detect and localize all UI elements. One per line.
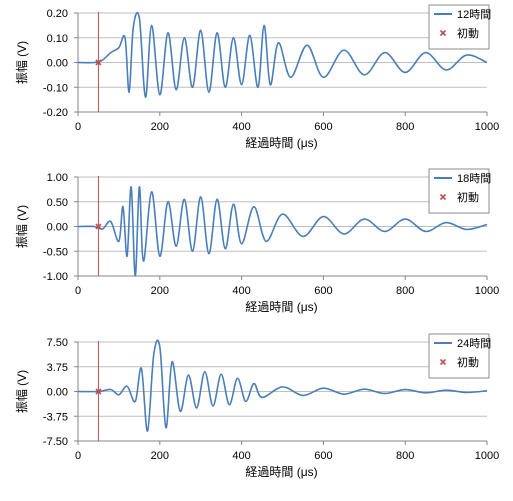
chart-1-ytick-label: 0.20 <box>47 8 68 20</box>
chart-2-ytick-label: 1.00 <box>47 172 68 184</box>
chart-1-x-axis-title: 経過時間 (μs) <box>245 136 317 150</box>
chart-1-xtick-label: 600 <box>314 121 332 133</box>
chart-2-ytick-label: -1.00 <box>43 271 68 283</box>
chart-2-x-axis-title: 経過時間 (μs) <box>245 300 317 314</box>
chart-1-series-line <box>77 11 488 98</box>
chart-3-xtick-label: 600 <box>314 450 332 462</box>
chart-1-legend-marker-swatch <box>439 29 447 37</box>
chart-1-ytick-label: -0.20 <box>43 107 68 119</box>
chart-3-xtick-label: 0 <box>75 450 81 462</box>
chart-2-y-axis-title: 振幅 (V) <box>14 205 29 248</box>
chart-1-xtick-label: 0 <box>75 121 81 133</box>
chart-2-xtick-label: 600 <box>314 285 332 297</box>
chart-1-y-axis-title: 振幅 (V) <box>14 41 29 84</box>
chart-2-legend-marker-swatch <box>439 193 447 201</box>
chart-3-onset-marker <box>95 388 102 395</box>
chart-3-xtick-label: 1000 <box>475 450 499 462</box>
chart-2-xtick-label: 1000 <box>475 285 499 297</box>
chart-3-legend-label: 初動 <box>457 355 479 369</box>
chart-3-legend-marker-swatch <box>439 358 447 366</box>
chart-1-ytick-label: -0.10 <box>43 82 68 94</box>
chart-1-ytick-label: 0.10 <box>47 33 68 45</box>
chart-3-legend-label: 24時間 <box>457 337 491 350</box>
chart-3-legend <box>428 333 490 379</box>
chart-2-ytick-label: 0.50 <box>47 197 68 209</box>
chart-3-y-axis-title: 振幅 (V) <box>14 370 29 413</box>
chart-2-legend-label: 18時間 <box>457 172 491 185</box>
chart-2-ytick-label: -0.50 <box>43 246 68 258</box>
chart-1-onset-marker <box>95 59 102 66</box>
chart-3-ytick-label: 7.50 <box>47 337 68 349</box>
chart-3-series-line <box>77 339 488 432</box>
chart-3-ytick-label: -7.50 <box>43 436 68 448</box>
chart-2-xtick-label: 200 <box>151 285 169 297</box>
chart-2-legend-label: 初動 <box>457 190 479 204</box>
chart-3-xtick-label: 400 <box>232 450 250 462</box>
chart-3-x-axis-title: 経過時間 (μs) <box>245 465 317 479</box>
chart-1-xtick-label: 400 <box>232 121 250 133</box>
chart-2-xtick-label: 400 <box>232 285 250 297</box>
chart-1-legend-label: 12時間 <box>457 8 491 21</box>
chart-1-legend-label: 初動 <box>457 26 479 40</box>
chart-2-ytick-label: 0.00 <box>47 222 68 234</box>
chart-3-ytick-label: 3.75 <box>47 362 68 374</box>
chart-2-onset-marker <box>95 223 102 230</box>
chart-1-xtick-label: 200 <box>151 121 169 133</box>
chart-3-ytick-label: 0.00 <box>47 387 68 399</box>
chart-3-ytick-label: -3.75 <box>43 411 68 423</box>
chart-2-xtick-label: 0 <box>75 285 81 297</box>
chart-2-series-line <box>77 186 488 277</box>
chart-1-legend <box>428 4 490 50</box>
chart-1-ytick-label: 0.00 <box>47 58 68 70</box>
chart-3-xtick-label: 200 <box>151 450 169 462</box>
chart-2-xtick-label: 800 <box>396 285 414 297</box>
chart-1-xtick-label: 800 <box>396 121 414 133</box>
chart-2-legend <box>428 168 490 214</box>
chart-3-xtick-label: 800 <box>396 450 414 462</box>
chart-1-xtick-label: 1000 <box>475 121 499 133</box>
